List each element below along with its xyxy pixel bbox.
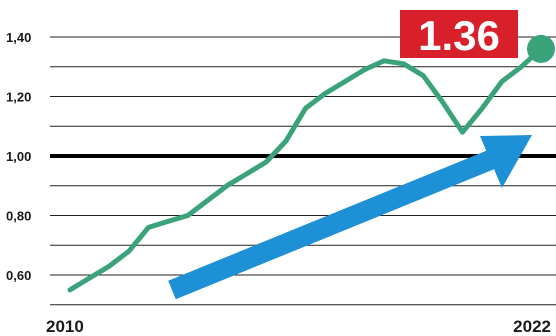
x-label-start: 2010 xyxy=(46,317,84,336)
endpoint-dot xyxy=(527,34,555,63)
series-line xyxy=(67,46,544,293)
y-tick-label: 0,60 xyxy=(6,268,31,283)
callout-layer: 1.36 xyxy=(400,10,518,59)
trend-arrow-layer xyxy=(168,135,532,300)
y-tick-label: 1,20 xyxy=(6,90,31,105)
series-line-layer xyxy=(67,34,555,293)
trend-arrow-head xyxy=(480,135,532,188)
y-tick-label: 0,80 xyxy=(6,209,31,224)
callout-value: 1.36 xyxy=(418,12,500,59)
y-tick-labels: 0,60 0,80 1,00 1,20 1,40 xyxy=(6,30,31,283)
x-label-end: 2022 xyxy=(513,317,551,336)
y-tick-label: 1,40 xyxy=(6,30,31,45)
trend-arrow-shaft xyxy=(168,148,499,300)
y-tick-label: 1,00 xyxy=(6,149,31,164)
callout-box xyxy=(400,10,518,58)
